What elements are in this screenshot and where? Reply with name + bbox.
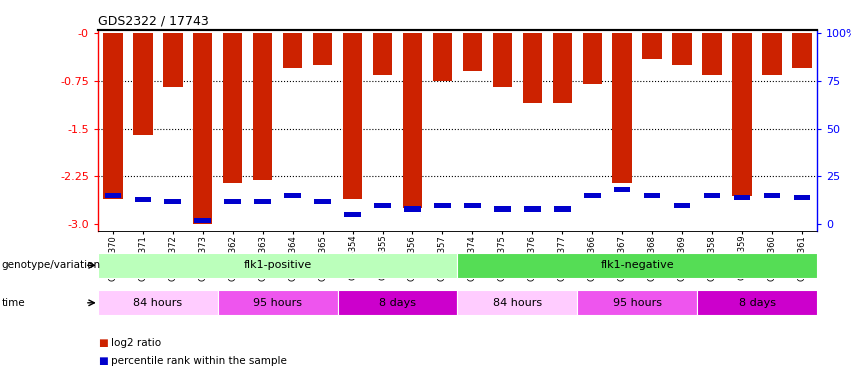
Text: 95 hours: 95 hours — [253, 298, 302, 308]
Bar — [254, 199, 271, 204]
Bar — [98, 253, 458, 278]
Bar — [794, 195, 810, 200]
Bar — [762, 33, 782, 75]
Bar — [373, 33, 392, 75]
Bar — [464, 202, 481, 208]
Bar — [577, 290, 697, 315]
Bar — [163, 33, 182, 87]
Bar — [193, 33, 213, 224]
Bar — [374, 202, 391, 208]
Bar — [225, 199, 241, 204]
Bar — [584, 193, 601, 198]
Text: log2 ratio: log2 ratio — [111, 338, 161, 348]
Bar — [458, 290, 577, 315]
Bar — [672, 33, 692, 65]
Bar — [134, 197, 151, 202]
Bar — [702, 33, 722, 75]
Bar — [283, 33, 302, 68]
Bar — [734, 195, 751, 200]
Bar — [103, 33, 123, 199]
Bar — [314, 199, 331, 204]
Bar — [614, 188, 631, 192]
Bar — [338, 290, 457, 315]
Text: percentile rank within the sample: percentile rank within the sample — [111, 356, 287, 366]
Bar — [523, 33, 542, 103]
Text: flk1-positive: flk1-positive — [243, 260, 311, 270]
Text: 84 hours: 84 hours — [134, 298, 182, 308]
Bar — [98, 290, 218, 315]
Bar — [554, 206, 570, 212]
Bar — [313, 33, 333, 65]
Bar — [674, 202, 690, 208]
Text: ■: ■ — [98, 356, 107, 366]
Text: flk1-negative: flk1-negative — [600, 260, 674, 270]
Text: 8 days: 8 days — [739, 298, 775, 308]
Text: 84 hours: 84 hours — [493, 298, 542, 308]
Text: time: time — [2, 298, 26, 307]
Bar — [218, 290, 338, 315]
Bar — [613, 33, 632, 183]
Bar — [223, 33, 243, 183]
Bar — [493, 33, 512, 87]
Text: genotype/variation: genotype/variation — [2, 260, 100, 270]
Bar — [643, 33, 662, 58]
Text: 8 days: 8 days — [379, 298, 416, 308]
Bar — [284, 193, 301, 198]
Bar — [644, 193, 660, 198]
Bar — [704, 193, 720, 198]
Bar — [345, 212, 361, 217]
Bar — [552, 33, 572, 103]
Bar — [195, 218, 211, 223]
Text: GDS2322 / 17743: GDS2322 / 17743 — [98, 15, 208, 27]
Bar — [253, 33, 272, 180]
Text: ■: ■ — [98, 338, 107, 348]
Bar — [494, 206, 511, 212]
Bar — [343, 33, 363, 199]
Bar — [763, 193, 780, 198]
Bar — [164, 199, 181, 204]
Bar — [133, 33, 152, 135]
Bar — [792, 33, 812, 68]
Bar — [432, 33, 452, 81]
Bar — [733, 33, 751, 196]
Bar — [458, 253, 817, 278]
Bar — [403, 33, 422, 209]
Bar — [524, 206, 540, 212]
Text: 95 hours: 95 hours — [613, 298, 662, 308]
Bar — [404, 206, 420, 212]
Bar — [434, 202, 451, 208]
Bar — [582, 33, 602, 84]
Bar — [105, 193, 121, 198]
Bar — [697, 290, 817, 315]
Bar — [463, 33, 483, 71]
